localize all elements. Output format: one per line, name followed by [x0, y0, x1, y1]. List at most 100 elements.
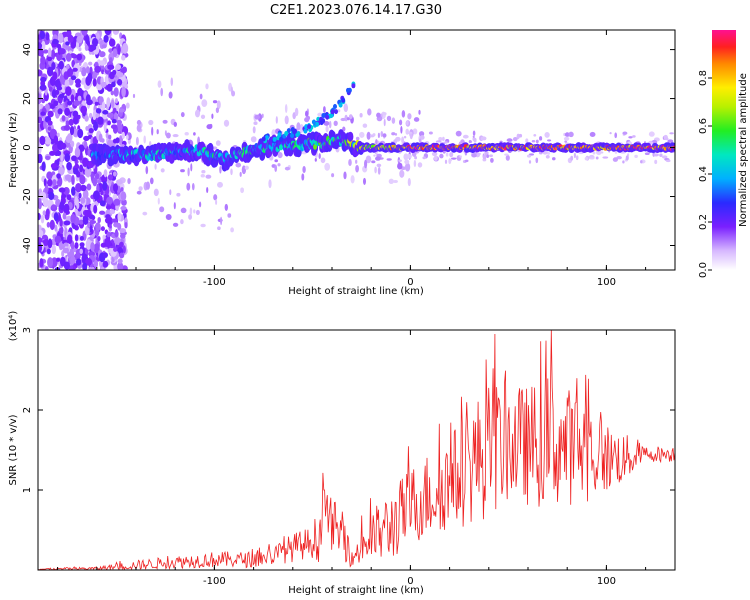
- noise-speck: [526, 154, 532, 158]
- noise-speck: [78, 219, 84, 225]
- noise-speck: [75, 70, 79, 78]
- noise-speck: [193, 209, 196, 214]
- noise-speck: [136, 124, 142, 132]
- noise-speck: [75, 258, 82, 266]
- noise-speck: [95, 113, 101, 118]
- noise-speck: [323, 120, 330, 126]
- noise-speck: [459, 155, 462, 158]
- noise-speck: [397, 162, 403, 170]
- noise-speck: [506, 138, 513, 142]
- noise-speck: [391, 132, 396, 136]
- noise-speck: [119, 252, 125, 259]
- spectrogram-xtick-label: 0: [407, 277, 413, 288]
- noise-speck: [67, 100, 73, 106]
- noise-speck: [41, 161, 46, 172]
- noise-speck: [531, 139, 536, 143]
- colorbar-label: Normalized spectral amplitude: [738, 73, 749, 227]
- noise-speck: [76, 53, 83, 61]
- noise-speck: [46, 178, 53, 187]
- branch-point: [329, 113, 334, 119]
- noise-speck: [355, 136, 360, 141]
- noise-speck: [39, 258, 44, 268]
- noise-speck: [47, 257, 54, 268]
- noise-speck: [148, 119, 154, 126]
- noise-speck: [374, 166, 377, 174]
- noise-speck: [428, 131, 433, 135]
- noise-speck: [83, 140, 88, 149]
- noise-speck: [96, 179, 102, 184]
- noise-speck: [118, 108, 125, 113]
- noise-speck: [439, 153, 444, 159]
- noise-speck: [444, 159, 448, 164]
- noise-speck: [89, 44, 97, 51]
- noise-speck: [108, 134, 112, 140]
- spectrogram-ytick-label: 0: [22, 144, 33, 150]
- noise-speck: [445, 152, 449, 157]
- noise-speck: [628, 136, 633, 139]
- noise-speck: [435, 140, 442, 143]
- noise-speck: [79, 154, 83, 161]
- noise-speck: [609, 131, 612, 135]
- noise-speck: [74, 78, 82, 85]
- noise-speck: [412, 128, 418, 135]
- noise-speck: [79, 248, 83, 255]
- noise-speck: [46, 248, 51, 255]
- noise-speck: [66, 161, 72, 171]
- noise-speck: [51, 89, 57, 99]
- noise-speck: [62, 247, 70, 254]
- noise-speck: [51, 49, 56, 60]
- noise-speck: [106, 83, 113, 92]
- noise-speck: [632, 135, 636, 138]
- noise-speck: [268, 179, 272, 189]
- noise-speck: [102, 110, 109, 115]
- branch-point: [341, 97, 346, 103]
- noise-speck: [230, 168, 233, 176]
- noise-speck: [187, 167, 190, 177]
- noise-speck: [418, 131, 425, 137]
- noise-speck: [105, 132, 109, 139]
- noise-speck: [93, 121, 99, 132]
- noise-speck: [201, 170, 206, 174]
- noise-speck: [81, 30, 88, 36]
- noise-speck: [84, 115, 89, 122]
- noise-speck: [168, 91, 173, 99]
- noise-speck: [322, 106, 326, 113]
- snr-ytick-label: 1: [22, 487, 33, 493]
- noise-speck: [184, 131, 189, 136]
- colorbar-tick-label: 0.8: [698, 70, 709, 86]
- noise-speck: [348, 114, 353, 119]
- noise-speck: [117, 45, 121, 55]
- noise-speck: [400, 125, 403, 134]
- branch-point: [284, 131, 289, 136]
- noise-speck: [224, 203, 228, 211]
- snr-xtick-label: -100: [203, 576, 226, 587]
- noise-speck: [42, 238, 49, 247]
- noise-speck: [64, 174, 72, 181]
- noise-speck: [47, 110, 54, 118]
- noise-speck: [406, 120, 409, 126]
- noise-speck: [162, 119, 168, 124]
- noise-speck: [120, 191, 127, 201]
- noise-speck: [160, 168, 165, 173]
- spectrogram-xlabel: Height of straight line (km): [288, 286, 424, 297]
- branch-point: [315, 121, 320, 127]
- noise-speck: [55, 89, 60, 96]
- noise-speck: [201, 99, 208, 107]
- noise-speck: [299, 124, 304, 133]
- noise-speck: [545, 155, 550, 159]
- noise-speck: [386, 158, 392, 161]
- noise-speck: [250, 136, 257, 143]
- noise-speck: [65, 86, 72, 96]
- noise-speck: [38, 116, 43, 124]
- noise-speck: [79, 164, 84, 173]
- noise-speck: [47, 56, 53, 62]
- noise-speck: [227, 213, 232, 218]
- noise-speck: [38, 42, 43, 50]
- noise-speck: [480, 136, 487, 140]
- spectrogram-heatmap: [38, 30, 675, 270]
- noise-speck: [119, 183, 125, 190]
- noise-speck: [413, 159, 417, 168]
- noise-speck: [199, 201, 202, 208]
- noise-speck: [417, 162, 423, 168]
